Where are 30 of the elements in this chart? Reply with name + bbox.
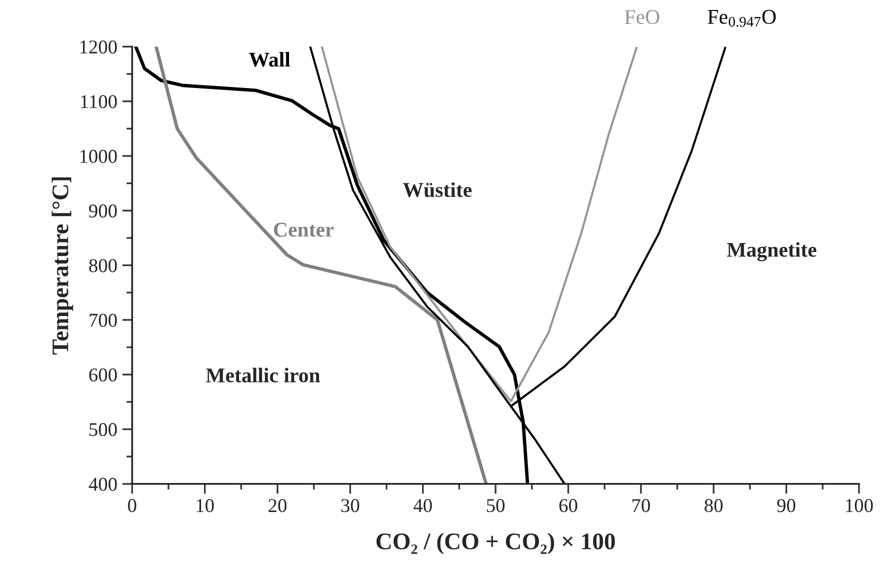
- y-tick-label: 1200: [80, 40, 117, 54]
- y-tick-label: 500: [90, 423, 117, 436]
- y-tick-label: 800: [89, 259, 117, 272]
- annotation: Magnetite: [726, 242, 816, 262]
- x-tick-label: 30: [341, 499, 360, 512]
- series-label: FeO: [624, 10, 660, 24]
- y-tick-label: 1100: [81, 95, 117, 108]
- x-tick-label: 0: [128, 499, 136, 512]
- series-label: Center: [274, 222, 334, 237]
- series-label: Fe$_{0.947}$O: [708, 10, 776, 27]
- x-tick-label: 40: [414, 499, 432, 512]
- x-axis-title: CO₂ / (CO + CO₂) × 100: [376, 532, 615, 554]
- x-tick-label: 20: [268, 499, 286, 512]
- y-tick-label: 700: [90, 314, 117, 327]
- y-tick-label: 400: [88, 478, 117, 491]
- x-tick-label: 10: [196, 499, 214, 512]
- x-tick-label: 80: [704, 499, 723, 512]
- line-series: [154, 46, 488, 484]
- annotation: Wüstite: [402, 182, 472, 198]
- y-tick-label: 900: [89, 204, 117, 218]
- annotation: Metallic iron: [206, 368, 320, 382]
- x-tick-label: 50: [486, 499, 505, 512]
- y-tick-label: 1000: [80, 150, 117, 163]
- x-tick-label: 70: [632, 499, 650, 512]
- x-tick-label: 90: [777, 499, 796, 512]
- y-axis-title: Temperature [°C]: [52, 177, 74, 355]
- y-tick-label: 600: [89, 368, 117, 382]
- x-tick-label: 60: [559, 499, 578, 512]
- series-label: Wall: [249, 52, 290, 67]
- x-tick-label: 100: [846, 499, 873, 512]
